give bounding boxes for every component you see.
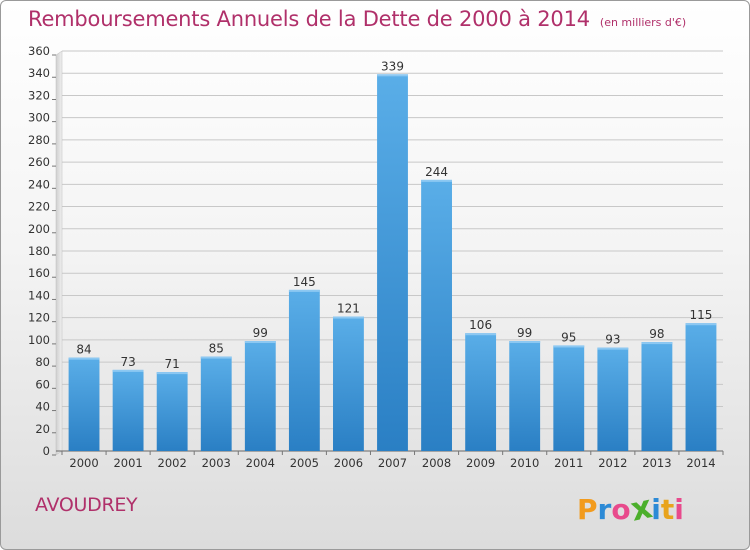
data-label: 85 [209, 342, 224, 356]
y-tick-label: 60 [35, 377, 50, 391]
y-tick-label: 360 [28, 44, 50, 58]
y-tick-label: 40 [35, 400, 50, 414]
bar-top-highlight [200, 356, 232, 359]
x-tick-label: 2007 [378, 456, 407, 470]
bar-2010 [509, 341, 541, 451]
x-tick-label: 2013 [642, 456, 671, 470]
y-tick-label: 140 [28, 288, 50, 302]
y-tick-label: 280 [28, 133, 50, 147]
y-axis-wall [55, 50, 63, 456]
bar-top-highlight [553, 345, 585, 348]
y-tick-label: 340 [28, 66, 50, 80]
bar-2002 [156, 372, 188, 451]
bar-2012 [597, 347, 629, 451]
labels: 0 20 40 60 80 100 120 140 160 180 200 220 240 260 280 3… [28, 44, 716, 470]
bar-top-highlight [685, 323, 717, 326]
x-tick-label: 2004 [246, 456, 275, 470]
logo-letter: t [660, 493, 675, 526]
proxiti-logo: Proxiti [577, 487, 684, 528]
bar-top-highlight [641, 342, 673, 345]
bar-2008 [421, 179, 452, 451]
town-name: AVOUDREY [35, 494, 138, 516]
x-tick-label: 2012 [598, 456, 627, 470]
data-label: 71 [165, 357, 180, 371]
data-label: 145 [293, 275, 316, 289]
x-tick-label: 2005 [290, 456, 319, 470]
x-tick-label: 2010 [510, 456, 539, 470]
logo-letter: o [611, 493, 631, 526]
bar-2003 [200, 356, 232, 451]
title-unit: (en milliers d'€) [599, 16, 687, 29]
data-label: 93 [605, 333, 620, 347]
y-tick-label: 320 [28, 88, 50, 102]
data-label: 95 [561, 330, 576, 344]
data-label: 73 [120, 355, 135, 369]
y-tick-label: 240 [28, 177, 50, 191]
data-label: 99 [253, 326, 268, 340]
bar-top-highlight [465, 333, 497, 336]
bar-2005 [288, 289, 320, 451]
y-tick-label: 160 [28, 266, 50, 280]
x-tick-label: 2011 [554, 456, 583, 470]
logo-letter: i [674, 493, 684, 526]
bar-top-highlight [509, 341, 541, 343]
bar-top-highlight [244, 341, 276, 343]
x-tick-label: 2000 [69, 456, 98, 470]
x-tick-label: 2003 [202, 456, 231, 470]
x-tick-label: 2009 [466, 456, 495, 470]
logo-letter: r [597, 493, 612, 526]
bar-top-highlight [68, 357, 100, 360]
bar-top-highlight [377, 74, 408, 77]
logo-letter: P [577, 493, 598, 526]
data-label: 244 [425, 165, 448, 179]
x-tick-label: 2002 [158, 456, 187, 470]
data-label: 84 [76, 343, 91, 357]
chart-title: Remboursements Annuels de la Dette de 20… [28, 7, 686, 31]
bar-2001 [112, 369, 144, 451]
bar-2004 [244, 341, 276, 451]
y-tick-label: 260 [28, 155, 50, 169]
title-text: Remboursements Annuels de la Dette de 20… [28, 7, 590, 31]
x-tick-label: 2001 [113, 456, 142, 470]
bar-2000 [68, 357, 100, 451]
y-tick-label: 300 [28, 111, 50, 125]
bars [68, 74, 717, 451]
y-tick-label: 220 [28, 200, 50, 214]
bar-top-highlight [288, 289, 320, 292]
data-label: 121 [337, 302, 360, 316]
x-tick-label: 2008 [422, 456, 451, 470]
bar-2007 [377, 74, 408, 451]
data-label: 99 [517, 326, 532, 340]
bar-top-highlight [421, 179, 452, 182]
x-tick-label: 2014 [686, 456, 715, 470]
data-label: 98 [649, 327, 664, 341]
y-tick-label: 20 [35, 422, 50, 436]
bar-2013 [641, 342, 673, 451]
x-tick-label: 2006 [334, 456, 363, 470]
bar-top-highlight [112, 369, 144, 372]
bar-2011 [553, 345, 585, 451]
data-label: 106 [469, 318, 492, 332]
data-label: 115 [690, 308, 713, 322]
logo-letter: i [651, 493, 661, 526]
y-tick-label: 180 [28, 244, 50, 258]
y-tick-label: 120 [28, 311, 50, 325]
bar-2009 [465, 333, 497, 451]
y-tick-label: 80 [35, 355, 50, 369]
y-tick-label: 100 [28, 333, 50, 347]
y-tick-label: 0 [43, 444, 50, 458]
y-tick-label: 200 [28, 222, 50, 236]
bar-2014 [685, 323, 717, 451]
bar-top-highlight [597, 347, 629, 350]
data-label: 339 [381, 59, 404, 73]
bar-top-highlight [156, 372, 188, 375]
bar-top-highlight [333, 316, 364, 319]
bar-2006 [333, 316, 364, 451]
